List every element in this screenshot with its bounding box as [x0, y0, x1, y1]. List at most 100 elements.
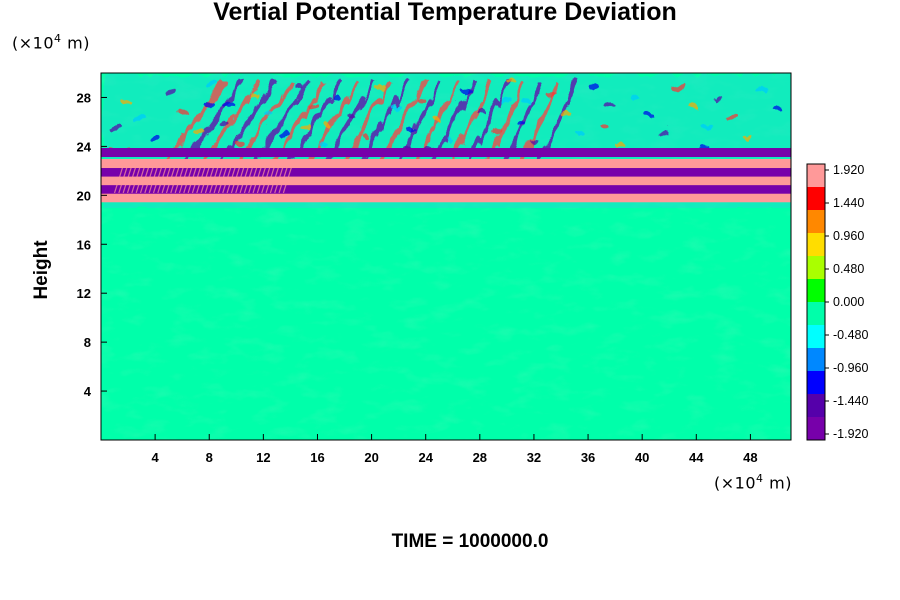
x-tick-label: 24	[418, 450, 433, 465]
band-ripple	[230, 167, 241, 194]
wave-cell	[572, 127, 583, 133]
band-ripple	[243, 167, 254, 194]
band-ripple	[139, 167, 150, 194]
wave-cell	[671, 82, 681, 88]
x-tick-label: 32	[527, 450, 541, 465]
wave-cell	[443, 134, 454, 140]
x-tick-label: 4	[152, 450, 160, 465]
wave-cell	[611, 139, 622, 145]
wave-cell	[542, 88, 553, 94]
band-ripple	[239, 167, 249, 194]
colorbar-swatch	[807, 233, 825, 257]
band-ripple	[226, 167, 236, 194]
wave-cell	[725, 113, 736, 119]
colorbar-label: 0.960	[833, 229, 864, 243]
band-1	[101, 184, 791, 194]
band-ripple	[144, 167, 154, 194]
band-ripple	[191, 167, 202, 194]
wave-cell	[413, 94, 424, 100]
wave-cell	[290, 81, 301, 87]
band-ripple	[196, 167, 206, 194]
colorbar-swatch	[807, 256, 825, 280]
wave-cell	[330, 92, 341, 98]
band-ripple	[122, 167, 132, 194]
band-ripple	[135, 167, 145, 194]
wave-cell	[132, 115, 143, 121]
colorbar-swatch	[807, 348, 825, 372]
wave-cell	[117, 96, 128, 102]
colorbar-swatch	[807, 325, 825, 349]
x-tick-label: 40	[635, 450, 649, 465]
y-tick-label: 20	[77, 188, 91, 203]
wave-cell	[389, 103, 400, 109]
colorbar-swatch	[807, 187, 825, 211]
x-tick-label: 44	[689, 450, 704, 465]
colorbar-label: 1.920	[833, 163, 864, 177]
wave-cell	[641, 110, 652, 116]
wave-cell	[108, 124, 119, 130]
band-ripple	[235, 167, 245, 194]
wave-cell	[374, 83, 385, 89]
band-ripple	[213, 167, 223, 194]
band-ripple	[170, 167, 180, 194]
y-tick-label: 12	[77, 286, 91, 301]
plot-frame	[100, 72, 792, 441]
wave-cell	[602, 99, 612, 105]
y-tick-label: 28	[77, 90, 91, 105]
wave-cell	[320, 120, 331, 126]
wave-cell	[419, 142, 430, 148]
colorbar-swatch	[807, 371, 825, 395]
y-tick-label: 16	[77, 237, 91, 252]
wave-cell	[216, 118, 227, 124]
x-tick-label: 8	[206, 450, 213, 465]
wave-cell	[473, 105, 484, 111]
colorbar-label: 0.000	[833, 295, 864, 309]
wave-cell	[656, 130, 667, 136]
wave-cell	[512, 116, 523, 122]
wave-cell	[305, 101, 316, 107]
wave-cell	[201, 98, 212, 104]
band-4	[101, 159, 791, 169]
band-ripple	[200, 167, 210, 194]
band-ripple	[131, 167, 141, 194]
colorbar-label: 1.440	[833, 196, 864, 210]
wave-cell	[261, 109, 272, 115]
band-ripple	[282, 167, 293, 194]
wave-cell	[596, 119, 607, 125]
band-ripple	[161, 167, 171, 194]
wave-cell	[300, 120, 311, 126]
band-ripple	[278, 167, 288, 194]
band-ripple	[165, 167, 176, 194]
band-ripple	[269, 167, 280, 194]
wave-cell	[626, 91, 637, 97]
wave-cell	[147, 135, 158, 141]
wave-cell	[754, 85, 765, 91]
band-ripple	[265, 167, 275, 194]
band-ripple	[204, 167, 215, 194]
wave-cell	[359, 131, 370, 137]
band-ripple	[209, 167, 219, 194]
band-ripple	[248, 167, 258, 194]
band-ripple	[222, 167, 232, 194]
wave-cell	[344, 112, 355, 118]
x-tick-label: 16	[310, 450, 324, 465]
band-0	[101, 193, 791, 203]
colorbar-label: -0.480	[833, 328, 868, 342]
colorbar-label: 0.480	[833, 262, 864, 276]
wave-cell	[162, 87, 173, 93]
band-ripple	[187, 167, 197, 194]
wave-cell	[769, 104, 780, 110]
wave-cell	[518, 97, 529, 103]
x-axis-unit: (×104 m)	[714, 472, 792, 493]
wave-cell	[206, 79, 217, 85]
y-tick-label: 8	[84, 335, 91, 350]
wave-cell	[503, 77, 514, 83]
wave-cell	[231, 137, 242, 143]
colorbar-label: -0.960	[833, 361, 868, 375]
wave-cell	[458, 86, 469, 92]
wave-cell	[488, 125, 499, 131]
colorbar-swatch	[807, 279, 825, 303]
colorbar-swatch	[807, 394, 825, 418]
